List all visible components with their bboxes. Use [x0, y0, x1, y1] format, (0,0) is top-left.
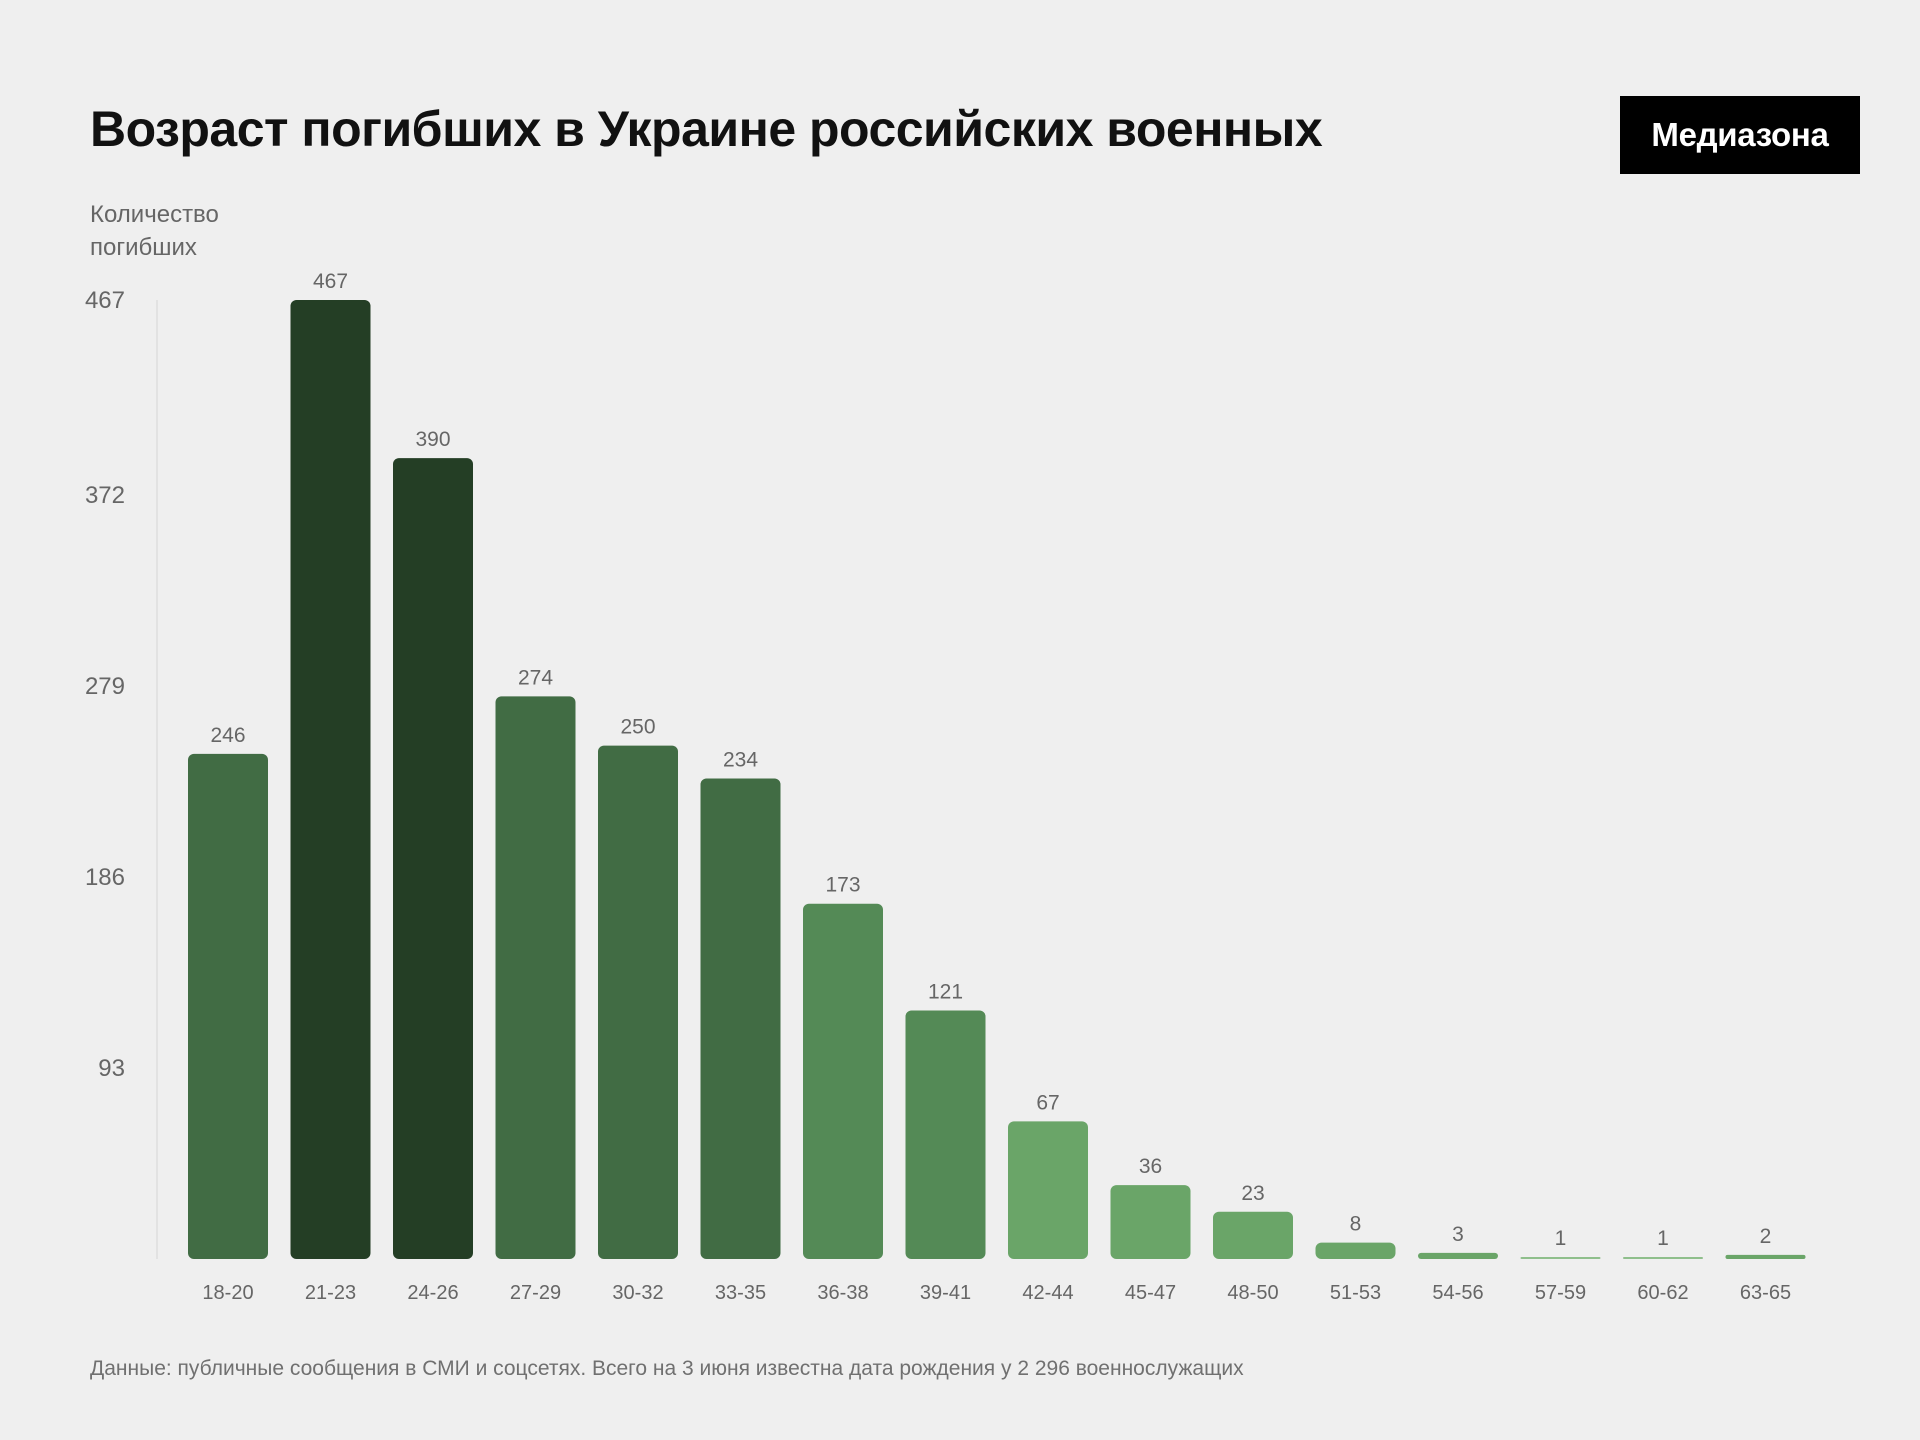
- bar-value-label: 274: [518, 666, 553, 689]
- bar: [1008, 1121, 1088, 1259]
- bar: [290, 300, 371, 1259]
- bar-value-label: 1: [1555, 1227, 1567, 1250]
- x-tick-label: 57-59: [1535, 1282, 1586, 1304]
- x-tick-label: 54-56: [1432, 1282, 1483, 1304]
- bar: [598, 745, 678, 1259]
- bar-value-label: 250: [620, 716, 655, 739]
- y-tick-label: 186: [85, 864, 125, 891]
- y-tick-label: 372: [85, 482, 125, 509]
- bar-value-label: 67: [1036, 1091, 1059, 1114]
- x-tick-label: 42-44: [1022, 1282, 1073, 1304]
- x-tick-label: 51-53: [1330, 1282, 1381, 1304]
- bar: [803, 903, 883, 1259]
- bar-value-label: 173: [825, 874, 860, 897]
- x-tick-label: 45-47: [1125, 1282, 1176, 1304]
- bar-value-label: 3: [1452, 1223, 1464, 1246]
- bar-value-label: 121: [928, 981, 963, 1004]
- bar-value-label: 2: [1760, 1225, 1772, 1248]
- x-tick-label: 36-38: [817, 1282, 868, 1304]
- bar-value-label: 8: [1350, 1213, 1362, 1236]
- bar: [1213, 1211, 1293, 1259]
- bar: [1315, 1242, 1396, 1259]
- bar-chart: 93 186 279 372 467 246 18-20 467 21-23 390 24-26 27…: [85, 270, 1806, 1304]
- bar-value-label: 467: [313, 270, 348, 293]
- bar: [1623, 1256, 1703, 1259]
- y-tick-label: 93: [98, 1055, 125, 1082]
- bar: [1725, 1254, 1806, 1259]
- source-note: Данные: публичные сообщения в СМИ и соцс…: [90, 1357, 1244, 1380]
- bar-value-label: 390: [415, 428, 450, 451]
- bar-value-label: 234: [723, 748, 758, 771]
- y-tick-label: 467: [85, 287, 125, 314]
- x-tick-label: 39-41: [920, 1282, 971, 1304]
- x-tick-label: 30-32: [612, 1282, 663, 1304]
- bar: [905, 1010, 986, 1259]
- x-tick-label: 48-50: [1227, 1282, 1278, 1304]
- bar-value-label: 36: [1139, 1155, 1162, 1178]
- mediazona-logo: Медиазона: [1620, 96, 1860, 174]
- bar: [1520, 1256, 1601, 1259]
- y-axis-label: Количество погибших: [90, 201, 219, 261]
- chart-title: Возраст погибших в Украине российских во…: [90, 101, 1323, 157]
- x-tick-label: 21-23: [305, 1282, 356, 1304]
- bar-value-label: 246: [210, 724, 245, 747]
- bar: [1110, 1185, 1191, 1259]
- x-tick-label: 27-29: [510, 1282, 561, 1304]
- bar-value-label: 1: [1657, 1227, 1669, 1250]
- bar: [188, 753, 268, 1259]
- x-tick-label: 18-20: [202, 1282, 253, 1304]
- bar-value-label: 23: [1241, 1182, 1264, 1205]
- y-tick-label: 279: [85, 673, 125, 700]
- x-tick-label: 24-26: [407, 1282, 458, 1304]
- bar: [495, 696, 576, 1259]
- x-tick-label: 60-62: [1637, 1282, 1688, 1304]
- x-tick-label: 33-35: [715, 1282, 766, 1304]
- x-tick-label: 63-65: [1740, 1282, 1791, 1304]
- bar: [1418, 1252, 1498, 1259]
- bar: [700, 778, 781, 1259]
- bar: [393, 458, 473, 1259]
